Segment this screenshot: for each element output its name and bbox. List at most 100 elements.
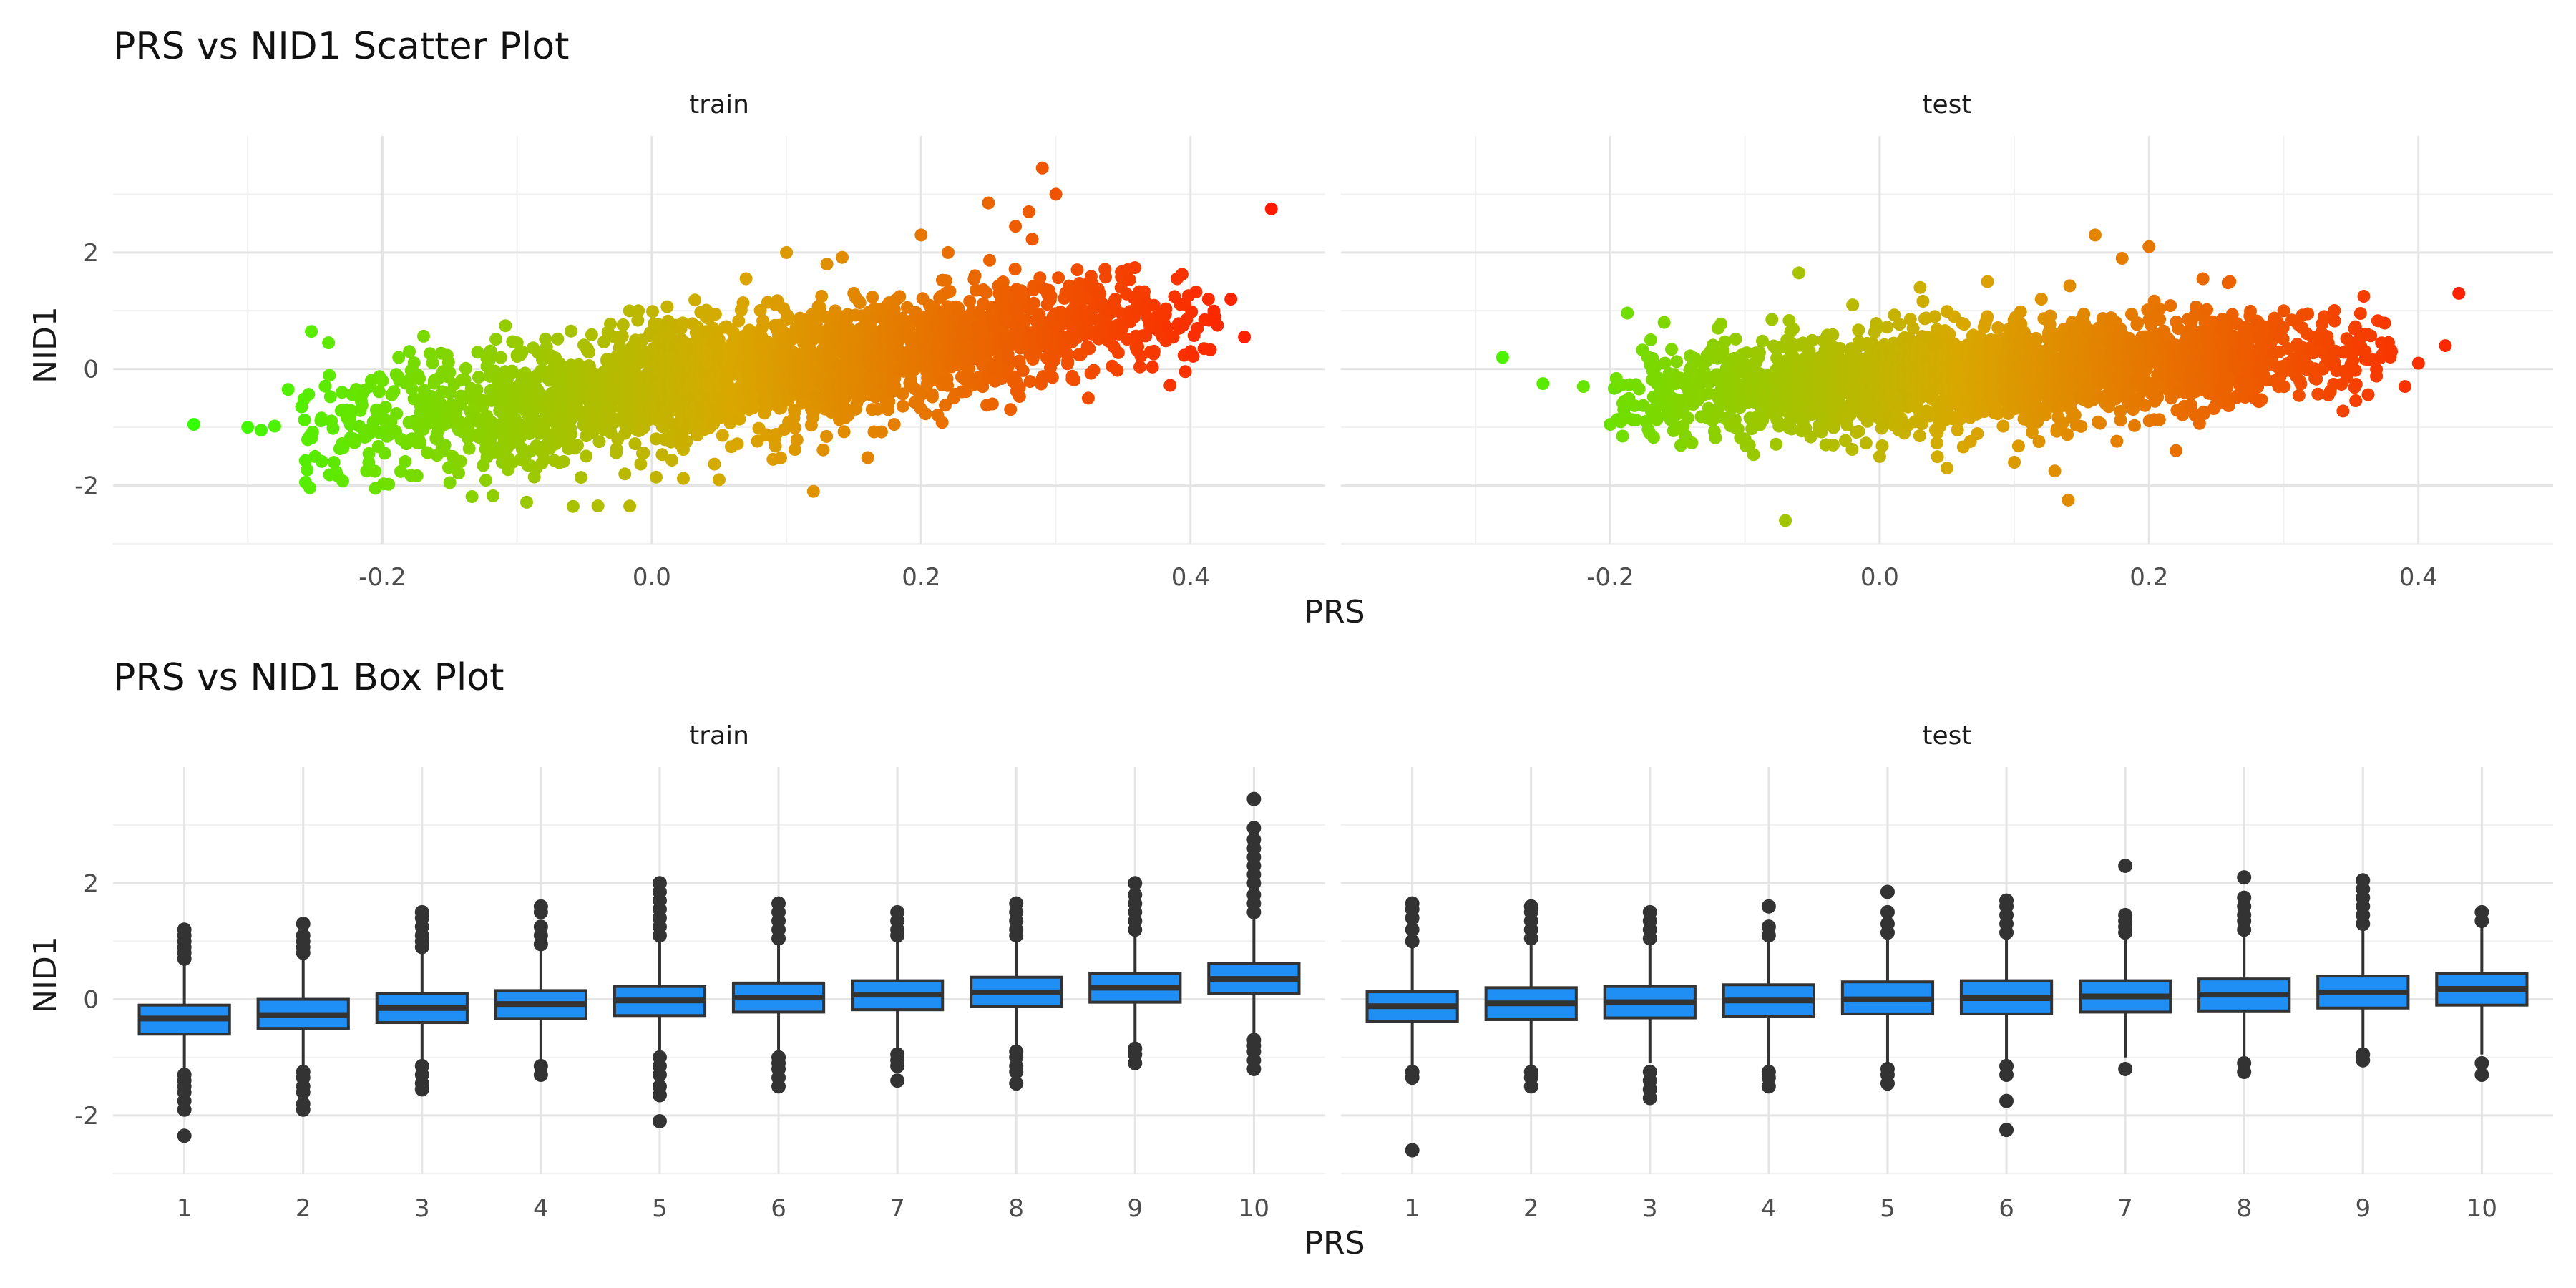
scatter-point (1646, 431, 1660, 444)
scatter-chart: train-0.2 0.0 0.2 0.4-202 test-0.2 0.0 0.2 0.4… (27, 90, 2553, 630)
scatter-point (426, 356, 439, 370)
scatter-point (1099, 270, 1112, 284)
scatter-point (1052, 271, 1065, 285)
scatter-point (1111, 346, 1125, 359)
scatter-point (1852, 424, 1865, 438)
scatter-point (1996, 419, 2010, 433)
scatter-point (736, 296, 750, 310)
scatter-point (680, 434, 693, 448)
scatter-point (874, 425, 888, 439)
scatter-point (655, 448, 669, 462)
scatter-point (494, 351, 507, 364)
scatter-point (608, 412, 621, 426)
scatter-point (566, 499, 580, 513)
scatter-point (1087, 364, 1101, 377)
scatter-point (2014, 305, 2027, 318)
scatter-point (2034, 293, 2048, 306)
scatter-point (756, 318, 770, 331)
scatter-point (1670, 355, 1684, 369)
scatter-point (580, 449, 593, 463)
scatter-point (1128, 261, 1141, 275)
scatter-point (887, 303, 901, 316)
scatter-point (575, 471, 587, 484)
scatter-point (2152, 413, 2166, 426)
scatter-point (1958, 318, 1971, 331)
scatter-point (708, 457, 721, 471)
scatter-point (2153, 313, 2167, 326)
scatter-point (816, 443, 830, 457)
scatter-point (281, 383, 295, 396)
scatter-point (935, 416, 949, 429)
scatter-point (623, 499, 637, 513)
scatter-point (1224, 293, 1238, 306)
scatter-point (1033, 271, 1047, 285)
scatter-point (413, 372, 426, 385)
scatter-point (565, 427, 577, 441)
scatter-point (976, 380, 990, 394)
scatter-point (1536, 377, 1550, 391)
scatter-point (943, 285, 957, 298)
scatter-point (2114, 414, 2127, 427)
scatter-point (443, 366, 457, 379)
scatter-point (1859, 436, 1873, 450)
scatter-point (315, 454, 328, 468)
scatter-point (318, 379, 332, 393)
scatter-point (815, 290, 829, 303)
scatter-point (306, 425, 319, 439)
scatter-point (1650, 413, 1664, 426)
scatter-point (1070, 263, 1084, 277)
scatter-point (882, 395, 896, 409)
scatter-point (487, 489, 499, 502)
scatter-point (1008, 263, 1022, 276)
x-tick-label: 0.0 (633, 563, 671, 592)
scatter-point (378, 447, 391, 460)
scatter-point (676, 316, 690, 330)
scatter-point (2048, 464, 2062, 478)
scatter-point (753, 303, 767, 317)
scatter-point (1621, 306, 1634, 320)
scatter-point (1644, 333, 1657, 346)
scatter-point (1108, 293, 1122, 306)
scatter-point (255, 424, 268, 437)
scatter-point (1186, 349, 1200, 363)
scatter-point (465, 490, 479, 503)
scatter-point (1093, 287, 1107, 301)
scatter-point (1049, 187, 1063, 201)
scatter-point (482, 353, 496, 367)
scatter-point (441, 356, 455, 369)
scatter-point (241, 421, 255, 434)
scatter-point (1189, 286, 1203, 298)
scatter-point (939, 274, 952, 288)
scatter-point (1826, 438, 1840, 452)
scatter-point (861, 451, 874, 464)
scatter-point (1019, 313, 1033, 327)
scatter-point (780, 245, 794, 259)
scatter-point (394, 464, 407, 478)
facet-strip-label: test (1922, 90, 1971, 119)
x-tick-label: 0.4 (2399, 563, 2438, 592)
scatter-point (739, 272, 753, 286)
facet-strip-label: train (689, 90, 749, 119)
scatter-point (646, 305, 659, 318)
scatter-point (515, 345, 529, 358)
scatter-point (1792, 266, 1805, 280)
scatter-point (1083, 342, 1096, 356)
scatter-point (712, 333, 726, 346)
scatter-point (1845, 443, 1859, 456)
scatter-point (2062, 493, 2075, 507)
scatter-point (820, 258, 834, 271)
scatter-point (1013, 390, 1026, 403)
scatter-point (1123, 273, 1136, 286)
scatter-point (1779, 514, 1792, 527)
scatter-point (1665, 343, 1678, 356)
scatter-point (1211, 318, 1224, 332)
scatter-point (1826, 328, 1840, 341)
scatter-point (1756, 334, 1769, 348)
scatter-point (2089, 228, 2102, 242)
scatter-point (866, 291, 879, 304)
scatter-point (1981, 310, 1994, 323)
scatter-point (731, 437, 744, 451)
scatter-point (1873, 449, 1886, 463)
scatter-point (362, 447, 376, 460)
